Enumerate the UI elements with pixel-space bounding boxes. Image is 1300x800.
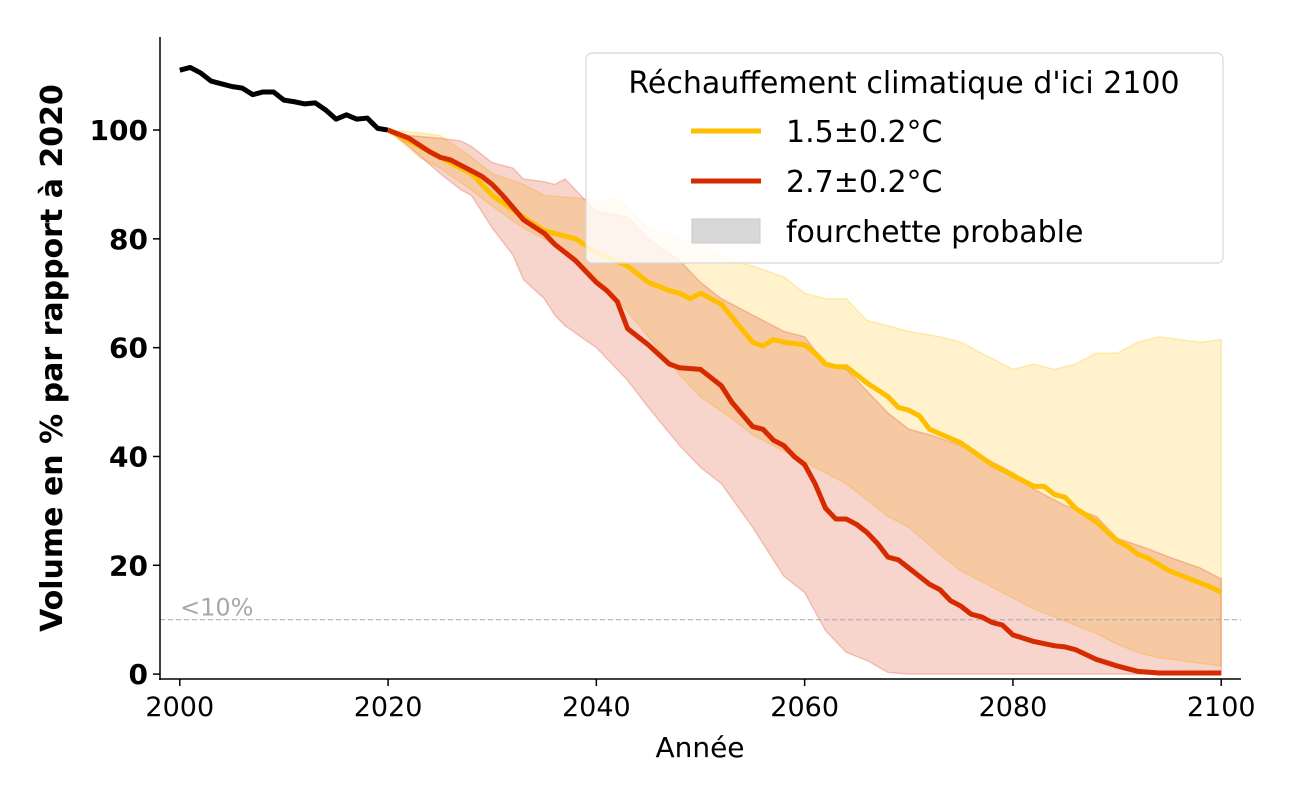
x-tick-label: 2080 [979,692,1048,723]
legend: Réchauffement climatique d'ici 2100 1.5±… [585,52,1224,264]
y-tick-label: 20 [109,549,148,582]
x-tick-label: 2000 [145,692,214,723]
legend-title: Réchauffement climatique d'ici 2100 [628,66,1179,101]
x-tick-label: 2040 [562,692,631,723]
y-tick-label: 100 [90,114,148,147]
x-axis-label: Année [655,731,744,764]
legend-swatch-range [691,218,761,244]
x-tick-label: 2020 [354,692,423,723]
y-tick-label: 80 [109,223,148,256]
x-tick-label: 2060 [770,692,839,723]
y-tick-label: 40 [109,440,148,473]
line-historique [179,64,389,133]
threshold-label: <10% [180,594,253,622]
y-ticks: 0 20 40 60 80 100 [90,114,160,691]
legend-entry-range: fourchette probable [786,215,1083,250]
y-tick-label: 60 [109,332,148,365]
line-2-7-0-2-C [387,127,1222,676]
y-axis-label: Volume en % par rapport à 2020 [35,84,70,632]
legend-entry-2-7: 2.7±0.2°C [786,165,943,200]
legend-box [585,52,1224,264]
legend-entry-1-5: 1.5±0.2°C [786,115,943,150]
x-ticks: 2000 2020 2040 2060 2080 2100 [145,679,1256,723]
y-tick-label: 0 [129,658,148,691]
x-tick-label: 2100 [1187,692,1256,723]
